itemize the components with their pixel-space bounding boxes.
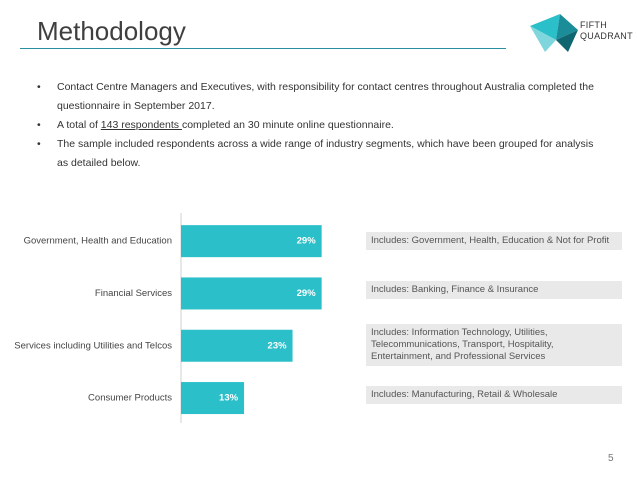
text: A total of bbox=[57, 119, 101, 131]
bullet: Contact Centre Managers and Executives, … bbox=[37, 78, 607, 116]
page-number: 5 bbox=[608, 453, 614, 464]
value-label: 13% bbox=[219, 393, 239, 404]
bar bbox=[181, 277, 322, 310]
bullet: The sample included respondents across a… bbox=[37, 135, 607, 173]
slide-title: Methodology bbox=[37, 16, 186, 46]
title-rule bbox=[20, 48, 506, 49]
category-label: Financial Services bbox=[95, 288, 172, 299]
bullet: A total of 143 respondents completed an … bbox=[37, 116, 607, 135]
value-label: 29% bbox=[297, 288, 317, 299]
bullet-list: Contact Centre Managers and Executives, … bbox=[37, 78, 607, 173]
category-label: Consumer Products bbox=[88, 393, 172, 404]
note: Includes: Manufacturing, Retail & Wholes… bbox=[366, 386, 622, 404]
note: Includes: Information Technology, Utilit… bbox=[366, 324, 622, 366]
value-label: 29% bbox=[297, 236, 317, 247]
note: Includes: Government, Health, Education … bbox=[366, 232, 622, 250]
logo-shape bbox=[530, 14, 578, 52]
value-label: 23% bbox=[268, 340, 288, 351]
note: Includes: Banking, Finance & Insurance bbox=[366, 281, 622, 299]
category-label: Government, Health and Education bbox=[24, 236, 172, 247]
bar bbox=[181, 329, 293, 362]
bar bbox=[181, 382, 245, 415]
logo-word: FIFTH bbox=[580, 20, 607, 30]
text: 143 respondents bbox=[100, 119, 182, 131]
category-label: Services including Utilities and Telcos bbox=[14, 340, 172, 351]
logo-word: QUADRANT bbox=[580, 31, 633, 41]
bar bbox=[181, 225, 322, 258]
text: completed an 30 minute online questionna… bbox=[181, 119, 394, 131]
